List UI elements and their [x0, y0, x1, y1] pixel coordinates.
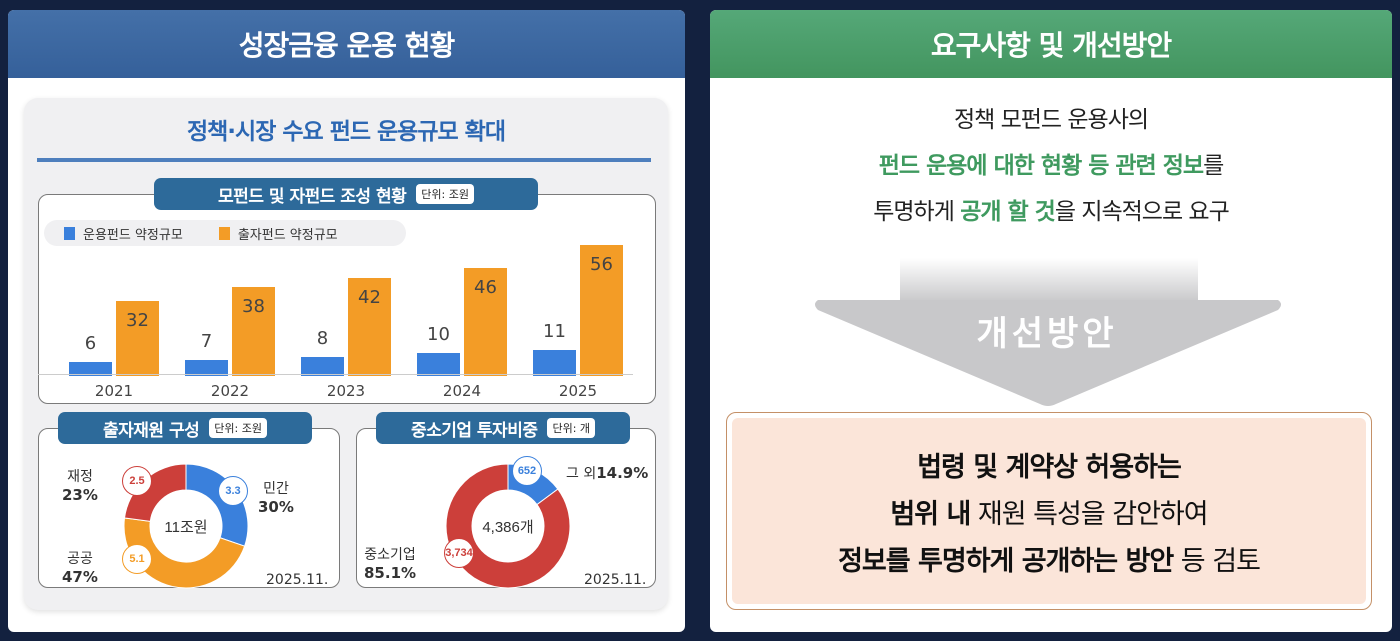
- fund-donut-chart: 11조원: [123, 463, 249, 589]
- operating-bar: [417, 352, 460, 376]
- sme-donut-chart: 4,386개: [445, 463, 571, 589]
- value-badge: 2.5: [122, 466, 152, 496]
- title-divider: [37, 158, 651, 162]
- x-axis-label: 2023: [326, 382, 366, 400]
- operating-bar: [69, 361, 112, 376]
- bar-value-label: 7: [200, 330, 213, 352]
- x-axis-label: 2022: [210, 382, 250, 400]
- improvement-panel-header: 요구사항 및 개선방안: [710, 10, 1392, 78]
- bar-group: 6 32: [69, 236, 185, 376]
- investment-bar: [580, 244, 623, 376]
- chart-legend: 운용펀드 약정규모 출자펀드 약정규모: [44, 220, 406, 246]
- bar-value-label: 56: [590, 253, 613, 275]
- sme-date: 2025.11.: [584, 572, 647, 588]
- bar-group: 8 42: [301, 236, 417, 376]
- status-panel-header: 성장금융 운용 현황: [8, 10, 685, 78]
- operating-bar: [185, 359, 228, 376]
- bar-plot-area: 6 32 7 38 8 42 10 46 11 56: [46, 236, 636, 376]
- value-badge: 5.1: [122, 544, 152, 574]
- investment-bar: [116, 300, 159, 376]
- x-axis-label: 2025: [558, 382, 598, 400]
- bar-value-label: 10: [427, 323, 450, 345]
- operating-bar: [301, 357, 344, 376]
- bar-group: 7 38: [185, 236, 301, 376]
- svg-text:4,386개: 4,386개: [482, 519, 533, 536]
- bar-group: 11 56: [533, 236, 649, 376]
- unit-badge: 단위: 조원: [209, 418, 267, 438]
- fund-scale-title: 정책·시장 수요 펀드 운용규모 확대: [186, 119, 506, 145]
- bar-group: 10 46: [417, 236, 533, 376]
- blue-swatch-icon: [64, 226, 75, 240]
- operating-bar: [533, 350, 576, 376]
- x-axis-label: 2024: [442, 382, 482, 400]
- solution-line-3: 정보를 투명하게 공개하는 방안 등 검토: [838, 545, 1261, 577]
- x-axis-label: 2021: [94, 382, 134, 400]
- legend-item-investment: 출자펀드 약정규모: [218, 224, 338, 243]
- bar-value-label: 46: [474, 277, 497, 299]
- label-public: 공공 47%: [62, 551, 98, 587]
- unit-badge: 단위: 개: [547, 418, 596, 438]
- fund-date: 2025.11.: [266, 572, 329, 588]
- orange-swatch-icon: [218, 226, 230, 240]
- solution-line-2: 범위 내 재원 특성을 감안하여: [890, 498, 1208, 530]
- bar-value-label: 6: [84, 332, 97, 354]
- bar-value-label: 11: [543, 321, 566, 343]
- requirement-line-3: 투명하게 공개 할 것을 지속적으로 요구: [873, 199, 1230, 225]
- fund-donut-title: 출자재원 구성 단위: 조원: [58, 412, 312, 444]
- down-arrow-icon: [815, 258, 1281, 406]
- unit-badge: 단위: 조원: [416, 184, 474, 204]
- investment-bar: [464, 268, 507, 376]
- value-badge: 652: [512, 456, 542, 486]
- investment-bar: [232, 286, 275, 376]
- sme-donut-title: 중소기업 투자비중 단위: 개: [376, 412, 630, 444]
- value-badge: 3,734: [444, 538, 474, 568]
- requirement-line-1: 정책 모펀드 운용사의: [953, 107, 1149, 133]
- bar-chart-title: 모펀드 및 자펀드 조성 현황 단위: 조원: [154, 178, 538, 210]
- solution-box: 법령 및 계약상 허용하는 범위 내 재원 특성을 감안하여 정보를 투명하게 …: [726, 412, 1372, 610]
- arrow-label: 개선방안: [976, 314, 1118, 354]
- fund-donut-box: [38, 428, 340, 588]
- bar-chart-title-text: 모펀드 및 자펀드 조성 현황: [218, 186, 407, 207]
- investment-bar: [348, 277, 391, 376]
- legend-item-operating: 운용펀드 약정규모: [64, 224, 183, 243]
- bar-value-label: 32: [126, 309, 149, 331]
- bar-value-label: 38: [242, 295, 265, 317]
- label-others: 그 외14.9%: [566, 464, 649, 482]
- bar-value-label: 8: [316, 328, 329, 350]
- label-private: 민간 30%: [258, 481, 294, 517]
- sme-donut-box: [356, 428, 656, 588]
- label-fiscal: 재정 23%: [62, 469, 98, 505]
- requirement-line-2: 펀드 운용에 대한 현황 등 관련 정보를: [878, 153, 1224, 179]
- svg-text:11조원: 11조원: [164, 519, 207, 536]
- solution-line-1: 법령 및 계약상 허용하는: [917, 451, 1182, 483]
- value-badge: 3.3: [218, 476, 248, 506]
- bar-value-label: 42: [358, 286, 381, 308]
- label-sme: 중소기업 85.1%: [364, 547, 417, 583]
- x-axis: [38, 374, 633, 375]
